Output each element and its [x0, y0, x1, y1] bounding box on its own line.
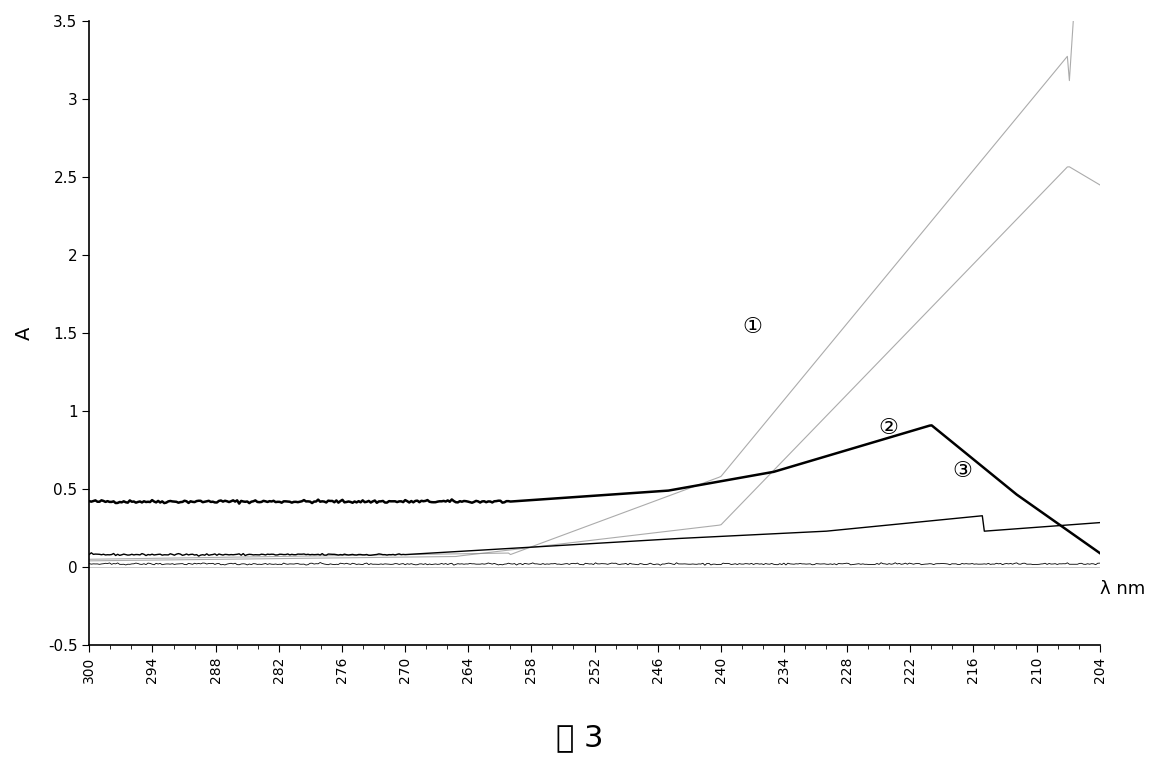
Y-axis label: A: A [15, 327, 34, 340]
Text: ③: ③ [952, 461, 972, 480]
Text: 图 3: 图 3 [557, 722, 603, 752]
Text: ①: ① [742, 317, 762, 337]
Text: ②: ② [879, 418, 899, 438]
Text: λ nm: λ nm [1100, 580, 1145, 598]
